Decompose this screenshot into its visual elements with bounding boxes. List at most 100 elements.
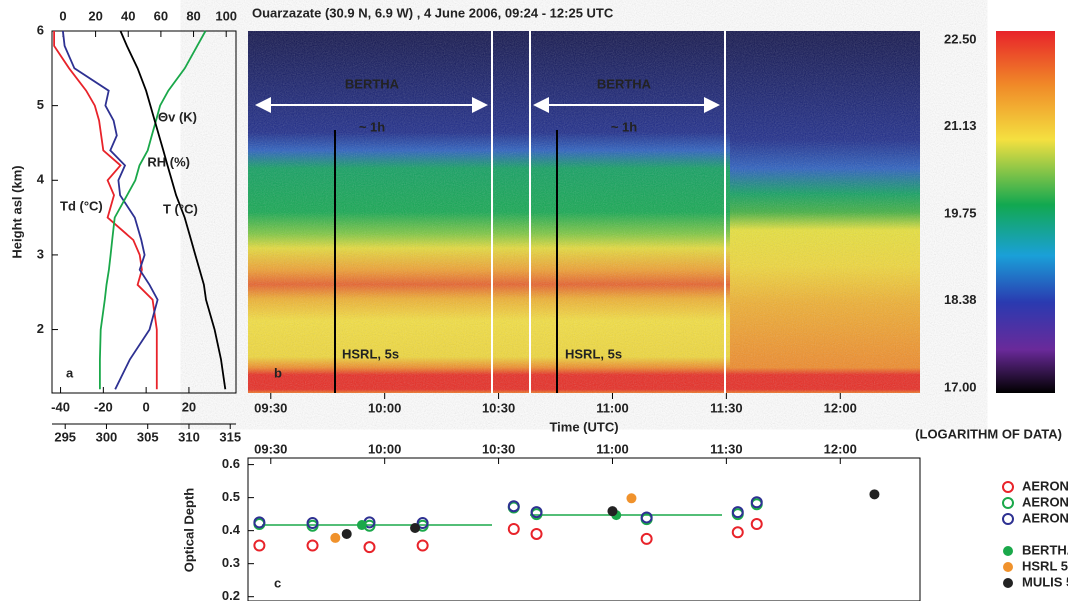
x-tick-label: 0 — [143, 399, 150, 414]
point — [731, 526, 744, 539]
y-tick-label: 0.5 — [222, 489, 240, 504]
point — [341, 528, 352, 539]
x-tick-label: 10:00 — [368, 400, 401, 415]
annotation: HSRL, 5s — [565, 346, 622, 361]
series-label: T (°C) — [163, 201, 198, 216]
x-tick-label: -40 — [51, 399, 70, 414]
annotation: HSRL, 5s — [342, 346, 399, 361]
colorbar-tick-label: 21.13 — [944, 118, 977, 133]
point — [416, 539, 429, 552]
legend-marker — [1003, 546, 1013, 556]
x-tick-label: 10:30 — [482, 400, 515, 415]
frame-c — [247, 457, 921, 601]
x-tick-label: 11:30 — [710, 441, 743, 456]
x-tick-label: 315 — [219, 429, 241, 444]
panel-label: c — [274, 575, 281, 590]
colorbar-tick-label: 17.00 — [944, 379, 977, 394]
annotation: ~ 1h — [359, 119, 385, 134]
x-tick-label: 11:30 — [710, 400, 743, 415]
x-tick-label: 310 — [178, 429, 200, 444]
profile-line — [99, 30, 207, 390]
x-tick-label: 305 — [137, 429, 159, 444]
point — [306, 517, 319, 530]
annotation: BERTHA — [597, 76, 652, 91]
x-tick-label: 09:30 — [254, 441, 287, 456]
y-axis-label: Optical Depth — [181, 488, 196, 573]
y-tick-label: 0.3 — [222, 555, 240, 570]
y-tick-label: 0.2 — [222, 588, 240, 601]
point — [253, 539, 266, 552]
point — [640, 511, 653, 524]
x-tick-label: 12:00 — [824, 441, 857, 456]
frame-a — [51, 30, 237, 394]
colorbar-tick-label: 19.75 — [944, 205, 977, 220]
y-tick-label: 4 — [37, 172, 45, 187]
point — [330, 532, 341, 543]
profile-line — [119, 30, 227, 390]
x-tick-label: 40 — [121, 8, 135, 23]
series-label: RH (%) — [147, 154, 190, 169]
y-tick-label: 5 — [37, 97, 44, 112]
point — [507, 500, 520, 513]
colorbar-tick-label: 18.38 — [944, 292, 977, 307]
legend-label: MULIS 532 nm — [1022, 574, 1068, 589]
point — [507, 523, 520, 535]
y-tick-label: 0.4 — [222, 522, 241, 537]
colorbar — [996, 31, 1055, 393]
x-tick-label: 100 — [215, 8, 237, 23]
legend-label: HSRL 532 nm — [1022, 558, 1068, 573]
x-tick-label: 20 — [88, 8, 102, 23]
x-tick-label: 09:30 — [254, 400, 287, 415]
profile-line — [62, 30, 159, 390]
point — [306, 539, 319, 552]
y-tick-label: 2 — [37, 321, 44, 336]
point — [869, 489, 880, 500]
lidar-image — [248, 31, 920, 393]
y-tick-label: 6 — [37, 22, 44, 37]
point — [530, 527, 543, 540]
point — [356, 520, 367, 531]
legend-marker — [1002, 497, 1014, 509]
point — [416, 517, 429, 530]
x-axis-label: Time (UTC) — [549, 419, 618, 434]
x-tick-label: 11:00 — [596, 400, 629, 415]
x-tick-label: 10:30 — [482, 441, 515, 456]
point — [607, 506, 618, 517]
point — [750, 496, 763, 509]
series-label: Td (°C) — [60, 198, 103, 213]
legend-marker — [1002, 513, 1014, 525]
x-tick-label: 80 — [186, 8, 200, 23]
x-tick-label: -20 — [94, 399, 113, 414]
colorbar-caption: (LOGARITHM OF DATA) — [915, 426, 1062, 441]
x-tick-label: 12:00 — [824, 400, 857, 415]
x-tick-label: 295 — [54, 429, 76, 444]
point — [731, 506, 744, 519]
colorbar-tick-label: 22.50 — [944, 31, 977, 46]
point — [626, 493, 637, 504]
legend-marker — [1002, 481, 1014, 493]
y-axis-label: Height asl (km) — [9, 165, 24, 258]
legend-label: AERONET 1020 nm — [1022, 478, 1068, 493]
legend-label: AERONET 500 nm — [1022, 494, 1068, 509]
x-tick-label: 300 — [96, 429, 118, 444]
chart-title: Ouarzazate (30.9 N, 6.9 W) , 4 June 2006… — [252, 5, 614, 20]
profile-line — [53, 31, 158, 390]
point — [253, 516, 266, 529]
legend-label: AERONET 380 nm — [1022, 510, 1068, 525]
series-label: Θv (K) — [158, 109, 197, 124]
annotation: ~ 1h — [611, 119, 637, 134]
legend-marker — [1003, 562, 1013, 572]
x-tick-label: 20 — [182, 399, 196, 414]
point — [410, 523, 421, 534]
legend-marker — [1003, 578, 1013, 588]
x-tick-label: 60 — [154, 8, 168, 23]
x-tick-label: 11:00 — [596, 441, 629, 456]
point — [363, 541, 376, 554]
panel-label: b — [274, 365, 282, 380]
point — [530, 506, 543, 519]
annotation: BERTHA — [345, 76, 400, 91]
point — [640, 532, 653, 545]
point — [750, 518, 763, 531]
y-tick-label: 3 — [37, 246, 44, 261]
